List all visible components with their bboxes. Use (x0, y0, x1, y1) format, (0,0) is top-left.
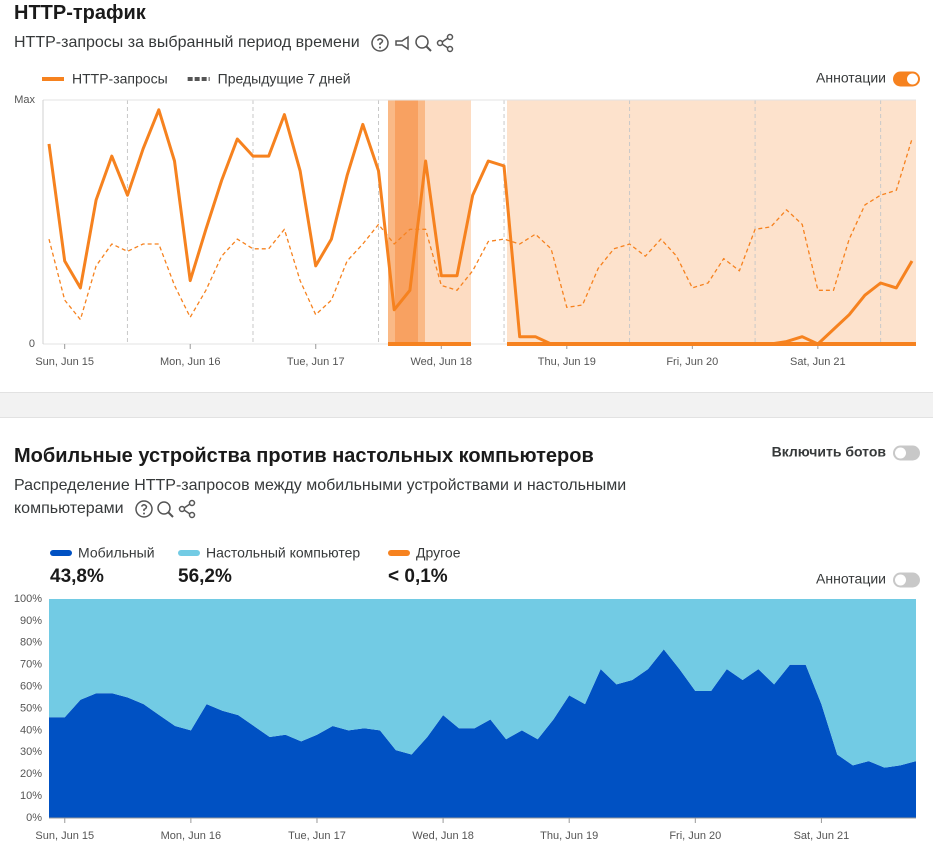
annotation-band (395, 100, 418, 344)
y-tick-label: Max (14, 94, 35, 106)
legend-label[interactable]: Настольный компьютер (206, 545, 360, 561)
toolbar-icons[interactable] (134, 498, 198, 520)
y-tick-label: 60% (20, 681, 42, 693)
area (49, 649, 916, 818)
y-tick-label: 50% (20, 702, 42, 714)
x-tick-label: Mon, Jun 16 (160, 356, 221, 368)
x-tick-label: Sun, Jun 15 (35, 356, 94, 368)
x-tick-label: Thu, Jun 19 (538, 356, 596, 368)
chart-subtitle: Распределение HTTP-запросов между мобиль… (14, 477, 627, 517)
chart-title: Мобильные устройства против настольных к… (14, 445, 594, 467)
y-tick-label: 20% (20, 768, 42, 780)
x-tick-label: Fri, Jun 20 (669, 830, 721, 842)
legend-swatch[interactable] (388, 550, 410, 556)
legend-label[interactable]: Предыдущие 7 дней (218, 71, 351, 87)
toggle-knob[interactable] (907, 73, 918, 85)
legend-label[interactable]: Другое (416, 545, 461, 561)
y-tick-label: 90% (20, 615, 42, 627)
x-tick-label: Wed, Jun 18 (410, 356, 472, 368)
x-tick-label: Sun, Jun 15 (35, 830, 94, 842)
legend-swatch[interactable] (178, 550, 200, 556)
legend-swatch[interactable] (50, 550, 72, 556)
series-line (47, 108, 914, 346)
x-tick-label: Wed, Jun 18 (412, 830, 474, 842)
y-tick-label: 80% (20, 637, 42, 649)
area (49, 599, 916, 768)
x-tick-label: Sat, Jun 21 (794, 830, 850, 842)
annotation-band (425, 100, 471, 344)
x-tick-label: Fri, Jun 20 (666, 356, 718, 368)
y-tick-label: 100% (14, 593, 42, 605)
toolbar-icons[interactable] (370, 32, 456, 54)
y-tick-label: 40% (20, 724, 42, 736)
legend-label[interactable]: Мобильный (78, 545, 155, 561)
subtitle-row: Распределение HTTP-запросов между мобиль… (14, 474, 694, 520)
share-value: < 0,1% (388, 566, 448, 587)
legend-label[interactable]: HTTP-запросы (72, 71, 168, 87)
toggle-label: Аннотации (816, 571, 886, 587)
toggle-label: Аннотации (816, 70, 886, 86)
x-tick-label: Tue, Jun 17 (287, 356, 345, 368)
annotation-band (507, 100, 916, 344)
x-tick-label: Mon, Jun 16 (161, 830, 222, 842)
y-tick-label: 30% (20, 746, 42, 758)
y-tick-label: 0 (29, 338, 35, 350)
chart-title: HTTP-трафик (14, 2, 146, 24)
toggle-label: Включить ботов (772, 444, 887, 460)
x-tick-label: Tue, Jun 17 (288, 830, 346, 842)
chart-subtitle: HTTP-запросы за выбранный период времени (14, 34, 360, 51)
subtitle-row: HTTP-запросы за выбранный период времени (14, 31, 456, 54)
y-tick-label: 0% (26, 812, 42, 824)
toggle-knob[interactable] (895, 447, 906, 459)
y-tick-label: 10% (20, 790, 42, 802)
section-divider (0, 392, 933, 418)
share-value: 56,2% (178, 566, 232, 587)
x-tick-label: Thu, Jun 19 (540, 830, 598, 842)
share-value: 43,8% (50, 566, 104, 587)
y-tick-label: 70% (20, 659, 42, 671)
series-line (48, 138, 913, 321)
toggle-knob[interactable] (895, 574, 906, 586)
annotation-bar (388, 342, 471, 346)
x-tick-label: Sat, Jun 21 (790, 356, 846, 368)
